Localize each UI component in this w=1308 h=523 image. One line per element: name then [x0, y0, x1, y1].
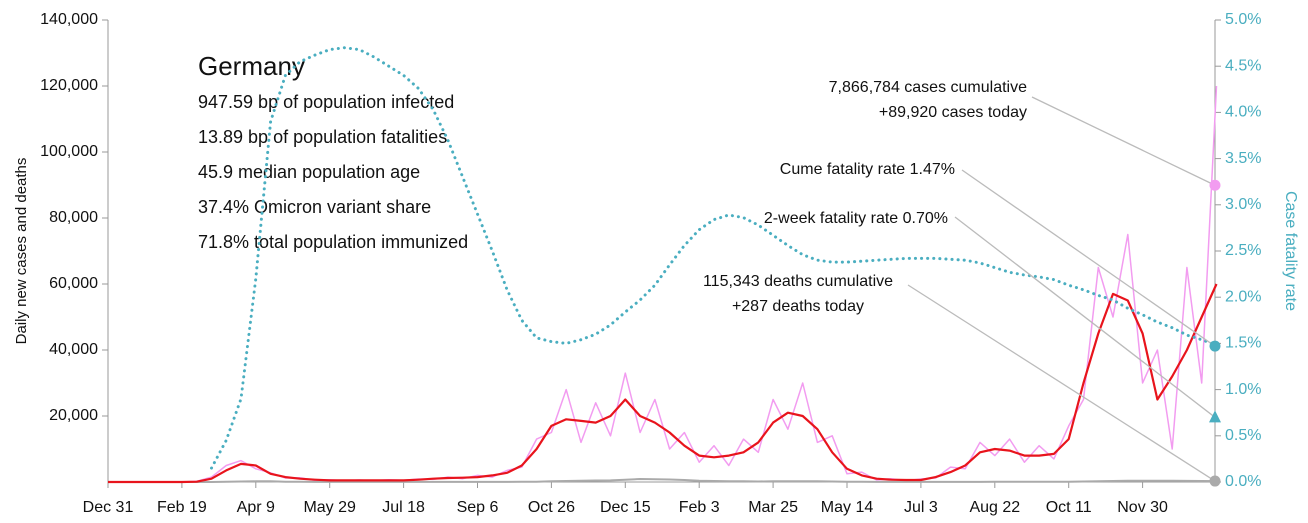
info-line: 947.59 bp of population infected	[198, 92, 454, 112]
annotation-text: 2-week fatality rate 0.70%	[764, 210, 948, 227]
info-line: 45.9 median population age	[198, 162, 420, 182]
y-tick-label: 40,000	[49, 341, 98, 358]
y2-axis-label: Case fatality rate	[1282, 191, 1299, 311]
annotation-text: 115,343 deaths cumulative	[703, 273, 893, 290]
annotation-marker	[1209, 179, 1221, 191]
y2-tick-label: 3.5%	[1225, 150, 1261, 167]
x-tick-label: May 29	[303, 499, 356, 516]
annotation-text: +287 deaths today	[732, 298, 864, 315]
x-tick-label: Dec 15	[600, 499, 651, 516]
x-tick-label: Jul 18	[382, 499, 425, 516]
annotation-text: +89,920 cases today	[879, 104, 1027, 121]
annotation-marker	[1209, 410, 1221, 423]
y-axis-label: Daily new cases and deaths	[13, 158, 30, 345]
info-line: 71.8% total population immunized	[198, 232, 468, 252]
leader-line	[954, 216, 1216, 418]
x-tick-label: Apr 9	[237, 499, 275, 516]
info-line: 37.4% Omicron variant share	[198, 197, 431, 217]
y2-tick-label: 2.0%	[1225, 288, 1261, 305]
x-tick-label: Jul 3	[904, 499, 938, 516]
x-tick-label: May 14	[821, 499, 874, 516]
y-tick-label: 140,000	[40, 11, 98, 28]
y-tick-label: 80,000	[49, 209, 98, 226]
info-line: 13.89 bp of population fatalities	[198, 127, 447, 147]
x-tick-label: Oct 26	[528, 499, 575, 516]
fatality-rate-line	[210, 46, 1218, 470]
x-tick-label: Aug 22	[969, 499, 1020, 516]
leader-line	[1031, 96, 1216, 186]
y2-tick-label: 3.0%	[1225, 196, 1261, 213]
annotation-text: 7,866,784 cases cumulative	[829, 79, 1027, 96]
annotation-marker	[1209, 340, 1221, 352]
y2-tick-label: 0.5%	[1225, 427, 1261, 444]
y2-tick-label: 1.5%	[1225, 335, 1261, 352]
leader-line	[907, 284, 1216, 482]
series-line	[108, 283, 1218, 484]
y2-tick-label: 0.0%	[1225, 473, 1261, 490]
y2-tick-label: 2.5%	[1225, 242, 1261, 259]
y2-tick-label: 1.0%	[1225, 381, 1261, 398]
x-tick-label: Sep 6	[457, 499, 499, 516]
x-tick-label: Oct 11	[1046, 499, 1092, 516]
y2-tick-label: 5.0%	[1225, 11, 1261, 28]
x-tick-label: Feb 3	[679, 499, 720, 516]
country-title: Germany	[198, 51, 305, 81]
y2-tick-label: 4.0%	[1225, 104, 1261, 121]
series-line	[108, 478, 1217, 483]
annotation-marker	[1209, 475, 1221, 487]
y2-tick-label: 4.5%	[1225, 57, 1261, 74]
x-tick-label: Mar 25	[748, 499, 798, 516]
y-tick-label: 20,000	[49, 407, 98, 424]
y-tick-label: 60,000	[49, 275, 98, 292]
y-tick-label: 120,000	[40, 77, 98, 94]
x-tick-label: Feb 19	[157, 499, 207, 516]
x-tick-label: Nov 30	[1117, 499, 1168, 516]
leader-line	[961, 169, 1216, 347]
x-tick-label: Dec 31	[83, 499, 134, 516]
y-tick-label: 100,000	[40, 143, 98, 160]
annotation-text: Cume fatality rate 1.47%	[780, 161, 955, 178]
